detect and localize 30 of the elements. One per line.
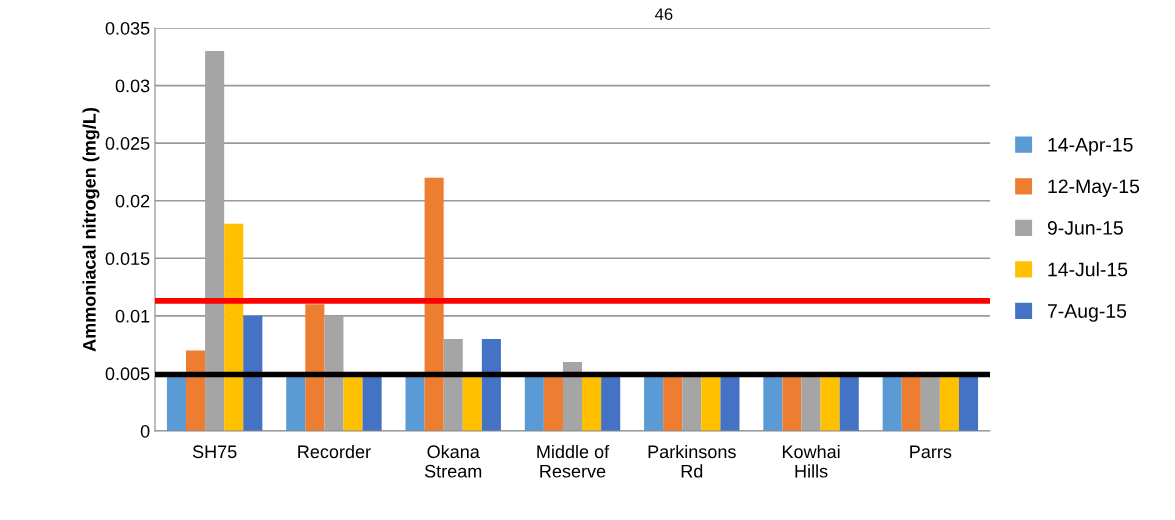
bar [224,223,244,431]
bar [424,177,444,431]
legend-label: 12-May-15 [1048,179,1140,198]
legend-label: 7-Aug-15 [1047,304,1127,322]
x-tick-label: Parkinsons Rd [648,444,736,478]
bar [562,361,583,431]
bar [443,338,463,431]
x-tick-label: Recorder [298,444,371,459]
y-tick-label: 0.005 [105,367,150,381]
legend-label: 14-Jul-15 [1048,262,1128,277]
x-tick-label: SH75 [192,445,237,459]
x-tick-label: Okana Stream [424,444,482,478]
legend-label: 14-Apr-15 [1048,138,1133,156]
x-tick-label: Kowhai Hills [782,444,840,478]
bar [243,315,263,431]
bar [186,350,206,431]
y-tick-label: 0.03 [115,79,150,93]
x-tick-label: Parrs [910,445,952,459]
y-axis-title: Ammoniacal nitrogen (mg/L) [82,108,100,352]
bar [305,304,325,431]
text: 46 [654,8,673,21]
legend-label: 9-Jun-15 [1047,221,1123,235]
bar [481,338,501,431]
y-tick-label: 0 [140,424,150,438]
x-tick-label: Middle of Reserve [537,444,610,478]
y-tick-label: 0.01 [115,309,150,323]
y-tick-label: 0.02 [115,194,150,208]
y-tick-label: 0.015 [105,252,150,266]
y-tick-label: 0.035 [105,21,150,35]
y-tick-label: 0.025 [105,137,150,150]
